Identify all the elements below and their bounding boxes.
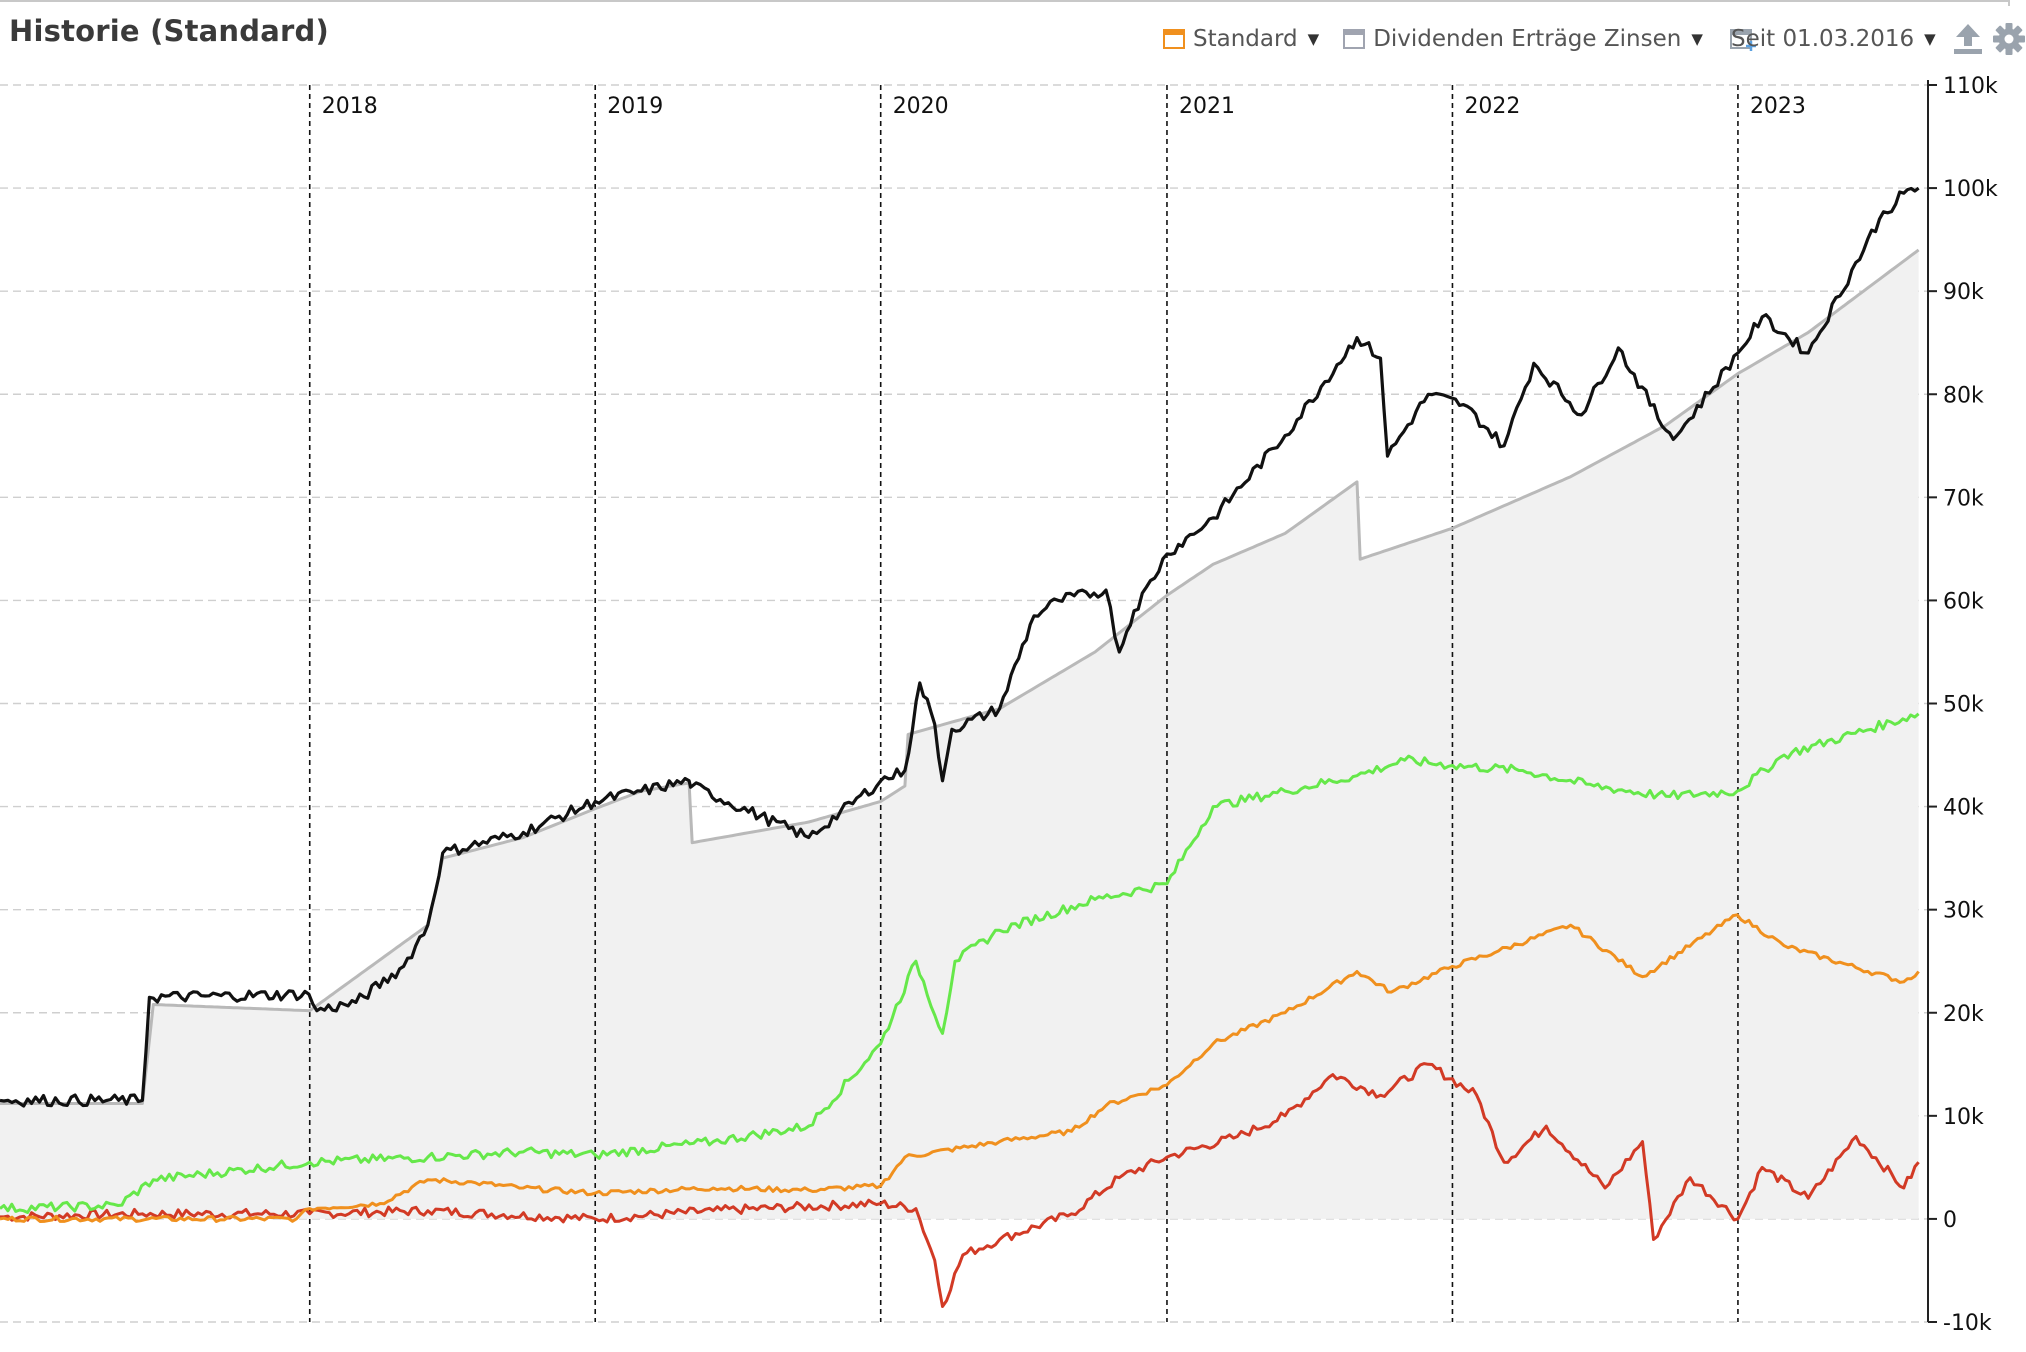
year-tick-label: 2021 — [1179, 94, 1235, 119]
export-icon — [1953, 24, 1982, 54]
standard-dropdown[interactable]: Standard ▼ — [1163, 26, 1319, 52]
price-gain-line — [0, 1062, 1920, 1308]
period-dropdown[interactable]: Seit 01.03.2016 ▼ — [1731, 26, 1936, 52]
ertraege-label: Dividenden Erträge Zinsen — [1373, 26, 1682, 52]
export-button[interactable] — [1952, 22, 1984, 56]
y-tick-label: 90k — [1943, 280, 1984, 305]
ertraege-dropdown[interactable]: Dividenden Erträge Zinsen ▼ — [1343, 26, 1703, 52]
chevron-down-icon: ▼ — [1691, 30, 1703, 48]
period-toolbar: Seit 01.03.2016 ▼ — [1731, 22, 2026, 56]
y-tick-label: 30k — [1943, 899, 1984, 924]
page-title: Historie (Standard) — [9, 14, 329, 48]
calendar-add-button[interactable] — [1729, 25, 1757, 53]
year-tick-label: 2018 — [322, 94, 378, 119]
y-tick-label: 80k — [1943, 383, 1984, 408]
gear-icon — [1992, 23, 2025, 55]
income-line — [0, 913, 1920, 1223]
ertraege-swatch-icon — [1343, 29, 1366, 49]
y-tick-label: 100k — [1943, 177, 1998, 202]
standard-swatch-icon — [1163, 29, 1185, 49]
year-tick-label: 2023 — [1750, 94, 1806, 119]
y-tick-label: 60k — [1943, 589, 1984, 614]
y-tick-label: 40k — [1943, 796, 1984, 821]
invested-area — [0, 249, 1919, 1219]
y-tick-label: 110k — [1943, 74, 1998, 99]
year-tick-label: 2019 — [607, 94, 663, 119]
settings-button[interactable] — [1992, 22, 2026, 56]
y-tick-label: 50k — [1943, 693, 1984, 718]
gains-total-line — [0, 712, 1920, 1214]
chevron-down-icon: ▼ — [1924, 30, 1936, 48]
y-tick-label: 10k — [1943, 1105, 1984, 1130]
chevron-down-icon: ▼ — [1307, 30, 1320, 48]
toolbar: Standard ▼ Dividenden Erträge Zinsen ▼ — [1163, 22, 1757, 56]
y-tick-label: 20k — [1943, 1002, 1984, 1027]
year-tick-label: 2020 — [893, 94, 949, 119]
calendar-add-icon — [1729, 29, 1756, 51]
period-label: Seit 01.03.2016 — [1731, 26, 1915, 52]
y-tick-label: 70k — [1943, 486, 1984, 511]
panel-frame — [0, 0, 2010, 6]
y-tick-label: -10k — [1943, 1311, 1992, 1336]
standard-label: Standard — [1193, 26, 1298, 52]
portfolio-line — [0, 186, 1920, 1108]
year-tick-label: 2022 — [1464, 94, 1520, 119]
invested-line — [0, 248, 1920, 1105]
y-tick-label: 0 — [1943, 1208, 1957, 1233]
